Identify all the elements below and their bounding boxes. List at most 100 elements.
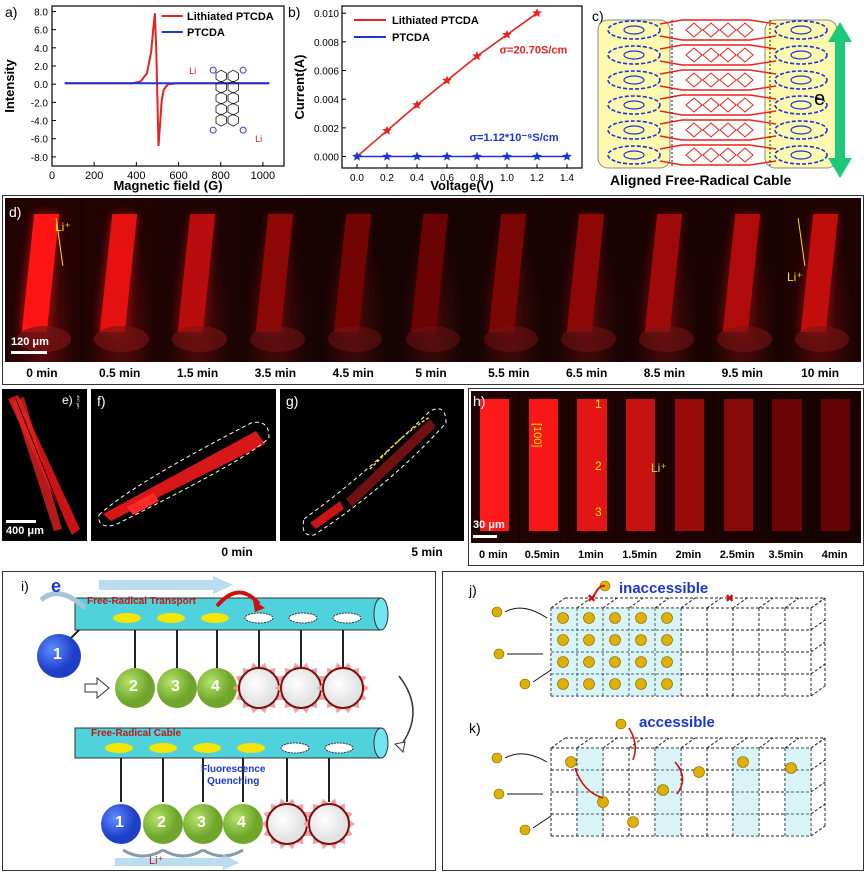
d-frame bbox=[5, 198, 81, 362]
lattice-line bbox=[602, 737, 618, 749]
li-ion bbox=[693, 766, 705, 778]
h-frame bbox=[714, 391, 762, 543]
b-point-0-3 bbox=[442, 75, 452, 85]
lattice-line bbox=[654, 737, 670, 749]
d-time-label: 4.5 min bbox=[332, 366, 374, 380]
li-ion bbox=[635, 678, 647, 690]
lattice-line bbox=[550, 737, 566, 749]
double-arrow-icon bbox=[828, 22, 852, 178]
d-scale-label: 120 μm bbox=[11, 336, 49, 348]
h-frame bbox=[666, 391, 713, 543]
a-ytick-label-7: -6.0 bbox=[31, 135, 49, 146]
h-time-label: 1.5min bbox=[622, 549, 658, 561]
d-frame bbox=[471, 198, 548, 362]
d-time-label: 9.5 min bbox=[721, 366, 763, 380]
i-li-label: Li⁺ bbox=[149, 855, 164, 867]
h-crystal bbox=[577, 399, 607, 531]
a-ytick-label-3: 2.0 bbox=[34, 62, 48, 73]
lattice-line bbox=[732, 597, 748, 609]
b-annotation-ptcda: σ=1.12*10⁻⁹S/cm bbox=[470, 132, 559, 144]
b-ylabel: Current(A) bbox=[292, 55, 307, 120]
lattice-line bbox=[810, 825, 826, 837]
h-crystal bbox=[723, 399, 753, 531]
molecule-ring bbox=[215, 80, 227, 94]
a-xtick-label-5: 1000 bbox=[251, 170, 275, 182]
perylene-ring bbox=[685, 122, 703, 138]
empty-ball bbox=[238, 667, 280, 709]
lattice-line bbox=[810, 597, 826, 609]
panel-label-e: e) bbox=[62, 393, 73, 407]
h-scale-label: 30 μm bbox=[473, 519, 505, 531]
d-substrate bbox=[172, 326, 227, 352]
panel-c: c) e Aligned Free-Radical Cable bbox=[590, 0, 866, 195]
top-ball-4-label: 4 bbox=[211, 678, 220, 695]
panel-h: h) [100] 1 2 3 Li⁺ 30 μm 0 min 0.5min 1min… bbox=[468, 388, 864, 566]
molecule-oxygen bbox=[209, 66, 217, 74]
perylene-core bbox=[659, 119, 777, 141]
li-ion bbox=[583, 678, 595, 690]
perylene-core bbox=[659, 144, 777, 166]
a-xtick-label-0: 0 bbox=[49, 170, 55, 182]
d-crystal bbox=[644, 214, 682, 332]
lattice-line bbox=[732, 737, 748, 749]
quench-label: Fluorescence Quenching bbox=[201, 764, 266, 787]
bot-ball-1-label: 1 bbox=[115, 814, 124, 831]
b-ytick-label-3: 0.006 bbox=[314, 67, 339, 78]
li-ion bbox=[609, 678, 621, 690]
perylene-ring bbox=[685, 147, 703, 163]
electron-label: e bbox=[814, 88, 826, 110]
lattice-shade bbox=[785, 748, 811, 836]
perylene-ring bbox=[702, 97, 720, 113]
b-xtick-label-5: 1.0 bbox=[500, 173, 514, 184]
quenched-balls-top bbox=[233, 662, 369, 714]
e-inflow-arrow-icon bbox=[39, 591, 87, 610]
chart-a-epr: 0 200 400 600 800 1000 8.0 6.0 4.0 2.0 0.0 -2.0 -4.0… bbox=[2, 5, 285, 193]
chart-b-iv: 0.0 0.2 0.4 0.6 0.8 1.0 1.2 1.4 0.000 0.002 0.004 0… bbox=[292, 5, 583, 193]
panel-b: b) 0.0 0.2 0.4 0.6 0.8 1.0 1.2 1.4 0.000 0.002 0.0… bbox=[288, 0, 592, 195]
a-li-label-bottom: Li bbox=[255, 134, 262, 144]
b-point-1-5 bbox=[502, 151, 512, 161]
d-substrate bbox=[94, 326, 149, 352]
lattice-line bbox=[784, 737, 800, 749]
d-time-label: 5.5 min bbox=[488, 366, 530, 380]
b-ytick-label-1: 0.002 bbox=[314, 124, 339, 135]
panel-jk-diagram: ✖ ✖ bbox=[491, 580, 826, 837]
h-frame bbox=[519, 391, 567, 543]
cable-ring bbox=[607, 70, 661, 90]
li-ion bbox=[491, 752, 503, 764]
perylene-ring bbox=[685, 22, 703, 38]
empty-ball bbox=[308, 803, 350, 845]
h-frame bbox=[763, 391, 811, 543]
molecule-ring bbox=[227, 91, 239, 105]
cable-ring-inner bbox=[790, 125, 812, 135]
li-ion bbox=[737, 756, 749, 768]
d-time-label: 6.5 min bbox=[565, 366, 608, 380]
panel-e: e) 400 μm 400 μm bbox=[2, 389, 87, 541]
d-frame bbox=[394, 198, 470, 362]
li-ion bbox=[785, 762, 797, 774]
lattice-line bbox=[550, 597, 566, 609]
perylene-ring bbox=[736, 147, 754, 163]
panel-a: a) 0 200 400 600 800 1000 8.0 6.0 4.0 2.0 0.0 -2.0 -… bbox=[0, 0, 290, 195]
cable-ring bbox=[774, 45, 828, 65]
cable-ring-inner bbox=[623, 25, 645, 35]
li-ion bbox=[635, 656, 647, 668]
h-crystal bbox=[626, 399, 656, 531]
j-blocked-arrow bbox=[592, 584, 606, 599]
perylene-ring bbox=[685, 47, 703, 63]
li-ion bbox=[635, 612, 647, 624]
e-scale-bar bbox=[6, 520, 36, 523]
d-scale-bar bbox=[11, 351, 47, 354]
top-cable-radicals bbox=[113, 612, 362, 624]
lattice-line bbox=[758, 597, 774, 609]
h-li-label: Li⁺ bbox=[651, 461, 667, 475]
bottom-cable bbox=[74, 727, 382, 759]
k-arrow-in bbox=[504, 753, 548, 763]
lattice-line bbox=[810, 663, 826, 675]
a-ytick-label-4: 0.0 bbox=[34, 80, 48, 91]
a-ytick-label-6: -4.0 bbox=[31, 117, 49, 128]
transport-arrow-icon bbox=[99, 576, 233, 594]
d-crystal bbox=[566, 214, 605, 332]
j-block-x-icon-2: ✖ bbox=[725, 593, 734, 605]
cable-ring-inner bbox=[790, 150, 812, 160]
